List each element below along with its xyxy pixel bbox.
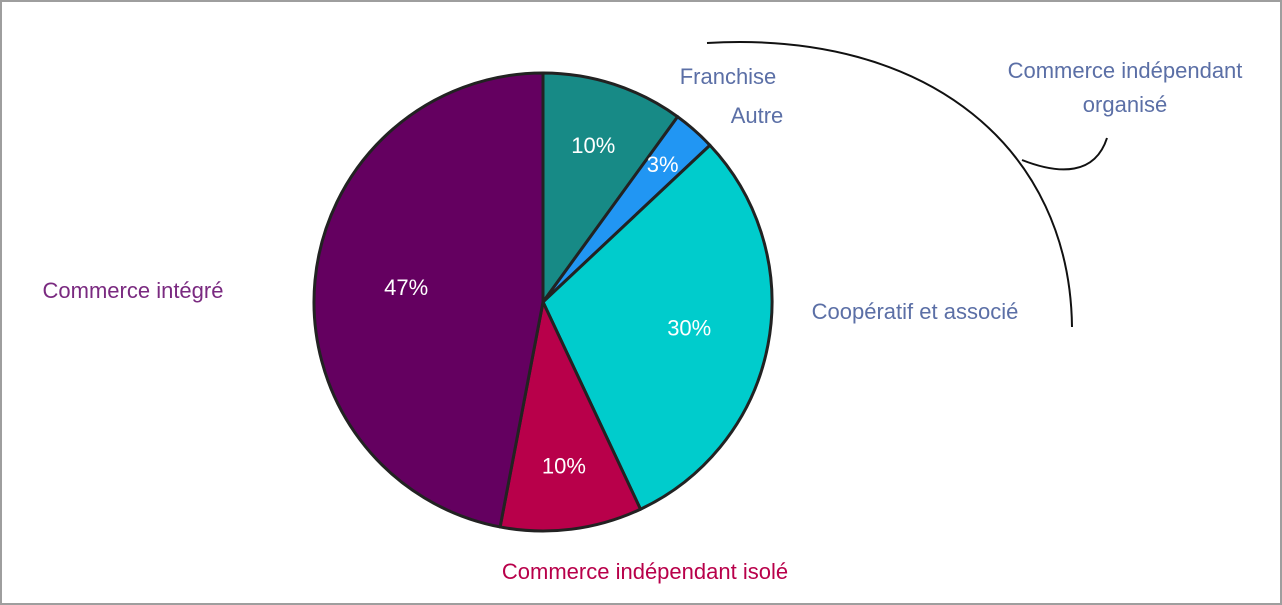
- pie-slice: [541, 143, 774, 511]
- category-label: Coopératif et associé: [812, 299, 1019, 324]
- category-label: Autre: [731, 103, 784, 128]
- pie-slice: [312, 71, 545, 529]
- bracket-tip: [1021, 137, 1108, 171]
- pie-slice: [541, 71, 680, 304]
- value-label: 10%: [542, 454, 586, 479]
- value-label: 10%: [571, 133, 615, 158]
- pie-slice: [498, 300, 643, 533]
- category-label: Commerce indépendant isolé: [502, 559, 788, 584]
- category-label: Commerce intégré: [43, 278, 224, 303]
- annotation: Commerce indépendant organisé: [1008, 58, 1243, 117]
- bracket: [706, 41, 1073, 328]
- value-label: 3%: [647, 152, 679, 177]
- value-label: 47%: [384, 275, 428, 300]
- category-label: Franchise: [680, 64, 777, 89]
- value-label: 30%: [667, 316, 711, 341]
